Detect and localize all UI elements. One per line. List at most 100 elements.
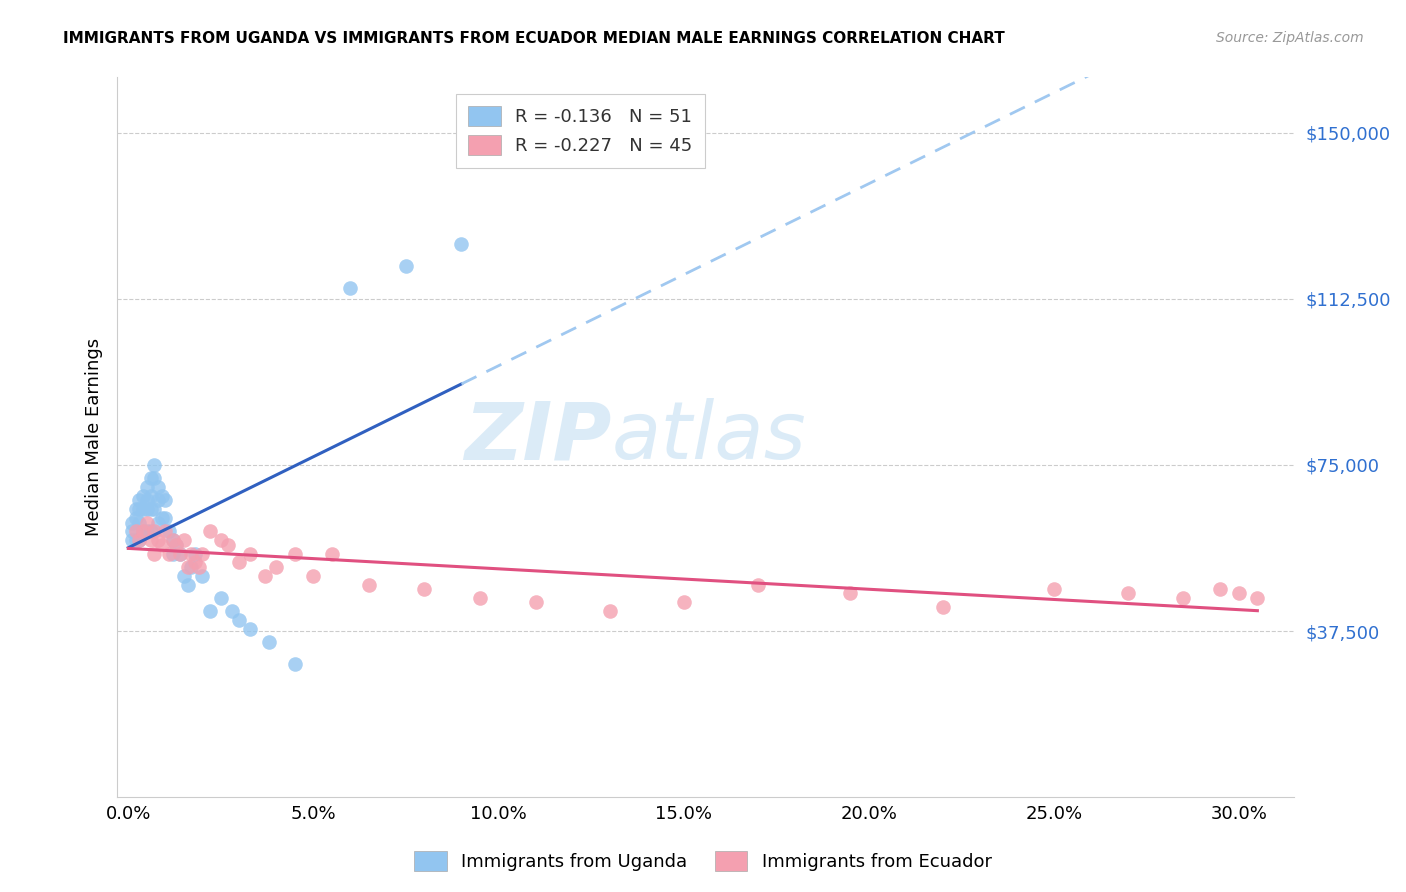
Point (1209, 582, 1232, 596)
Point (162, 547, 184, 561)
Point (135, 516, 157, 530)
Point (239, 622, 262, 636)
Point (125, 511, 148, 525)
Point (121, 524, 143, 539)
Point (125, 524, 148, 539)
Point (173, 568, 195, 582)
Point (143, 502, 166, 516)
Point (143, 471, 166, 485)
Point (132, 524, 155, 539)
Point (413, 582, 436, 596)
Point (339, 281, 361, 295)
Point (1116, 586, 1139, 600)
Point (139, 489, 162, 503)
Point (1246, 591, 1268, 605)
Point (135, 524, 157, 539)
Point (128, 493, 150, 508)
Point (450, 236, 472, 251)
Point (176, 559, 198, 574)
Text: IMMIGRANTS FROM UGANDA VS IMMIGRANTS FROM ECUADOR MEDIAN MALE EARNINGS CORRELATI: IMMIGRANTS FROM UGANDA VS IMMIGRANTS FRO… (63, 31, 1005, 46)
Point (165, 538, 187, 552)
Point (128, 502, 150, 516)
Point (150, 489, 173, 503)
Point (125, 502, 148, 516)
Point (524, 595, 547, 609)
Point (209, 533, 232, 548)
Point (747, 577, 769, 591)
Point (132, 489, 155, 503)
Point (169, 547, 191, 561)
Point (135, 502, 157, 516)
Point (672, 595, 695, 609)
Point (157, 547, 180, 561)
Point (155, 524, 177, 539)
Point (176, 577, 198, 591)
Point (169, 547, 191, 561)
Point (180, 559, 202, 574)
Point (157, 524, 180, 539)
Point (302, 568, 325, 582)
Text: Source: ZipAtlas.com: Source: ZipAtlas.com (1216, 31, 1364, 45)
Point (209, 591, 232, 605)
Point (187, 559, 209, 574)
Point (228, 613, 250, 627)
Point (128, 533, 150, 548)
Point (191, 547, 214, 561)
Point (1173, 591, 1195, 605)
Point (139, 502, 162, 516)
Point (217, 538, 239, 552)
Point (468, 591, 491, 605)
Point (162, 533, 184, 548)
Point (155, 511, 177, 525)
Point (839, 586, 862, 600)
Point (321, 547, 343, 561)
Point (143, 458, 166, 472)
Point (931, 599, 953, 614)
Point (221, 604, 243, 618)
Point (125, 533, 148, 548)
Point (132, 524, 155, 539)
Point (121, 533, 143, 548)
Point (228, 556, 250, 570)
Point (143, 547, 166, 561)
Point (139, 471, 162, 485)
Point (128, 516, 150, 530)
Point (139, 533, 162, 548)
Point (184, 556, 207, 570)
Point (184, 547, 207, 561)
Point (198, 524, 221, 539)
Point (146, 480, 169, 494)
Point (239, 547, 262, 561)
Y-axis label: Median Male Earnings: Median Male Earnings (86, 338, 103, 536)
Point (357, 577, 380, 591)
Point (162, 533, 184, 548)
Point (165, 538, 187, 552)
Point (284, 657, 307, 672)
Point (146, 493, 169, 508)
Point (257, 635, 280, 649)
Point (143, 524, 166, 539)
Point (150, 538, 173, 552)
Point (1227, 586, 1250, 600)
Legend: Immigrants from Uganda, Immigrants from Ecuador: Immigrants from Uganda, Immigrants from … (408, 844, 998, 879)
Point (146, 516, 169, 530)
Point (395, 259, 418, 273)
Point (155, 493, 177, 508)
Point (132, 502, 155, 516)
Point (121, 516, 143, 530)
Text: ZIP: ZIP (464, 399, 612, 476)
Point (284, 547, 307, 561)
Point (128, 533, 150, 548)
Point (139, 524, 162, 539)
Point (1042, 582, 1064, 596)
Point (254, 568, 277, 582)
Point (191, 568, 214, 582)
Point (599, 604, 621, 618)
Point (135, 493, 157, 508)
Point (146, 533, 169, 548)
Legend: R = -0.136   N = 51, R = -0.227   N = 45: R = -0.136 N = 51, R = -0.227 N = 45 (456, 94, 706, 168)
Point (135, 480, 157, 494)
Point (150, 511, 173, 525)
Point (266, 559, 288, 574)
Text: atlas: atlas (612, 399, 807, 476)
